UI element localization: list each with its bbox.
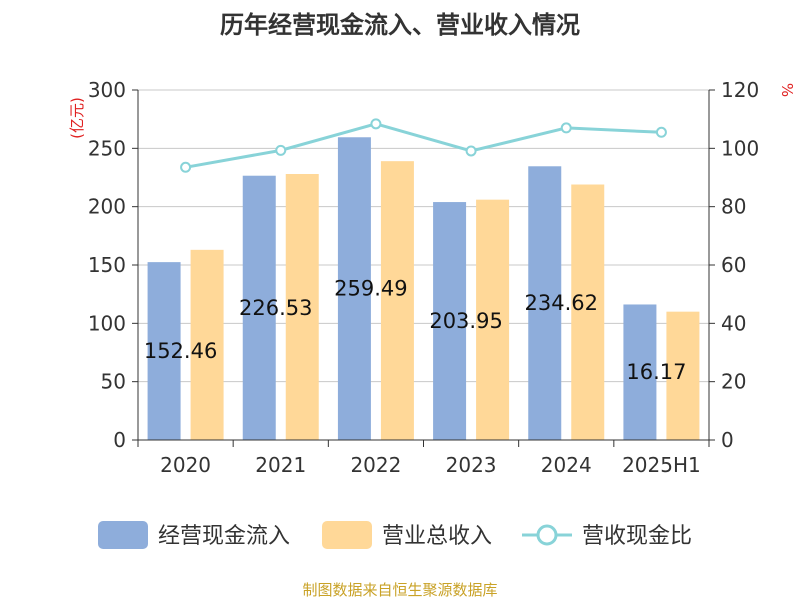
x-tick-label: 2024 bbox=[541, 453, 592, 477]
legend-swatch-cash-inflow bbox=[98, 521, 148, 549]
ratio-point bbox=[275, 144, 287, 156]
legend-label-cash-inflow: 经营现金流入 bbox=[158, 524, 290, 549]
x-tick-label: 2022 bbox=[350, 453, 401, 477]
bar-value-label: 152.46 bbox=[144, 339, 217, 363]
bar-revenue bbox=[666, 311, 700, 440]
x-tick-label: 2023 bbox=[446, 453, 497, 477]
ratio-point bbox=[465, 145, 477, 157]
right-tick-label: 0 bbox=[721, 428, 734, 452]
x-tick-label: 2021 bbox=[255, 453, 306, 477]
bar-revenue bbox=[285, 174, 319, 440]
left-tick-label: 50 bbox=[101, 370, 126, 394]
x-tick-labels: 2020 2021 2022 2023 2024 2025H1 bbox=[137, 440, 710, 477]
bar-revenue bbox=[380, 161, 414, 440]
legend-label-revenue: 营业总收入 bbox=[382, 524, 492, 549]
data-labels: 152.46 226.53 259.49 203.95 234.62 16.17 bbox=[144, 277, 687, 385]
ratio-point bbox=[370, 118, 382, 130]
left-tick-label: 250 bbox=[88, 136, 126, 160]
bar-cash-inflow bbox=[433, 202, 467, 440]
legend-label-ratio: 营收现金比 bbox=[582, 524, 692, 549]
bar-value-label: 234.62 bbox=[525, 291, 598, 315]
bar-cash-inflow bbox=[528, 166, 562, 440]
x-tick-label: 2020 bbox=[160, 453, 211, 477]
gridlines bbox=[138, 89, 709, 383]
right-tick-label: 120 bbox=[721, 78, 759, 102]
legend-marker-ratio bbox=[536, 524, 558, 546]
right-tick-label: 20 bbox=[721, 370, 746, 394]
right-tick-label: 40 bbox=[721, 311, 746, 335]
right-axis-unit: % bbox=[778, 83, 796, 97]
bar-value-label: 259.49 bbox=[334, 277, 407, 301]
bar-cash-inflow bbox=[242, 175, 276, 440]
bar-cash-inflow bbox=[337, 137, 371, 441]
right-tick-labels: 0 20 40 60 80 100 120 bbox=[709, 78, 759, 452]
left-tick-label: 100 bbox=[88, 311, 126, 335]
left-tick-label: 300 bbox=[88, 78, 126, 102]
source-note: 制图数据来自恒生聚源数据库 bbox=[302, 581, 497, 599]
right-tick-label: 80 bbox=[721, 195, 746, 219]
right-tick-label: 60 bbox=[721, 253, 746, 277]
left-tick-label: 150 bbox=[88, 253, 126, 277]
right-tick-label: 100 bbox=[721, 136, 759, 160]
bars bbox=[147, 137, 700, 441]
ratio-point bbox=[180, 161, 192, 173]
bar-revenue bbox=[476, 199, 510, 440]
legend-swatch-revenue bbox=[322, 521, 372, 549]
left-tick-label: 200 bbox=[88, 195, 126, 219]
bar-value-label: 16.17 bbox=[626, 360, 686, 384]
ratio-point bbox=[560, 122, 572, 134]
legend: 经营现金流入 营业总收入 营收现金比 bbox=[98, 521, 692, 549]
bar-revenue bbox=[190, 249, 224, 440]
bar-value-label: 203.95 bbox=[429, 309, 502, 333]
ratio-line bbox=[180, 118, 667, 173]
left-tick-label: 0 bbox=[113, 428, 126, 452]
x-tick-label: 2025H1 bbox=[622, 453, 701, 477]
left-axis-unit: (亿元) bbox=[68, 97, 86, 139]
left-tick-labels: 0 50 100 150 200 250 300 bbox=[88, 78, 138, 452]
bar-cash-inflow bbox=[147, 262, 181, 440]
chart-title: 历年经营现金流入、营业收入情况 bbox=[220, 11, 580, 39]
ratio-point bbox=[655, 126, 667, 138]
bar-value-label: 226.53 bbox=[239, 296, 312, 320]
ratio-line-path bbox=[185, 122, 662, 169]
bar-cash-inflow bbox=[623, 304, 657, 440]
bar-revenue bbox=[571, 184, 605, 440]
